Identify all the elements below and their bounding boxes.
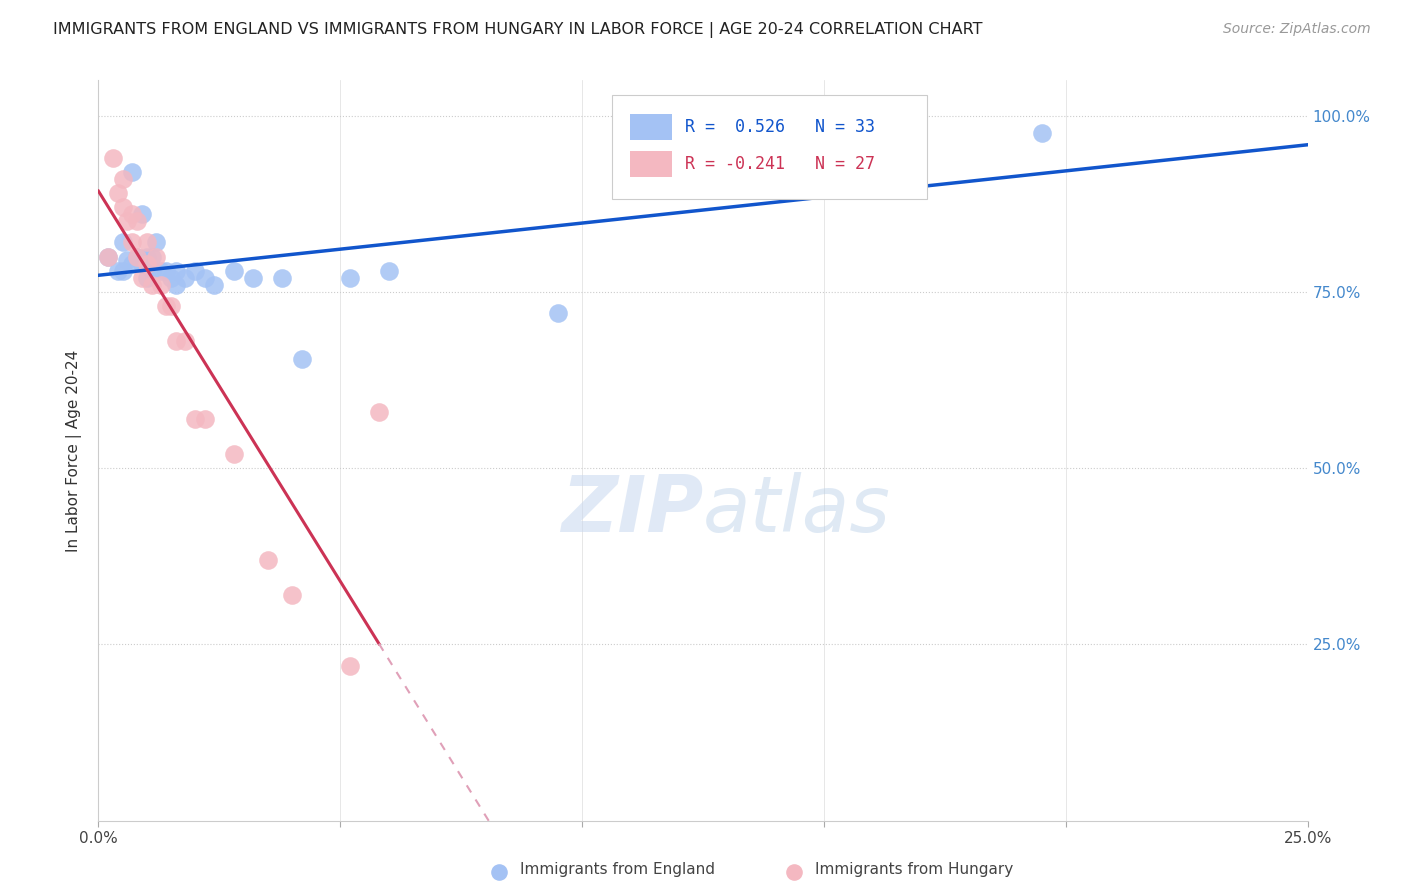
Point — [165, 277, 187, 292]
FancyBboxPatch shape — [613, 95, 927, 199]
Point — [97, 250, 120, 264]
Point — [131, 207, 153, 221]
Text: Immigrants from England: Immigrants from England — [520, 863, 716, 877]
Text: ZIP: ZIP — [561, 472, 703, 548]
Point — [97, 250, 120, 264]
Point — [155, 299, 177, 313]
Y-axis label: In Labor Force | Age 20-24: In Labor Force | Age 20-24 — [66, 350, 83, 551]
Text: Source: ZipAtlas.com: Source: ZipAtlas.com — [1223, 22, 1371, 37]
Point — [281, 588, 304, 602]
Point — [1031, 126, 1053, 140]
Point — [135, 250, 157, 264]
Text: Immigrants from Hungary: Immigrants from Hungary — [815, 863, 1014, 877]
Point — [174, 270, 197, 285]
Point — [121, 235, 143, 250]
Point — [135, 270, 157, 285]
Point — [194, 411, 217, 425]
Point — [141, 250, 163, 264]
Point — [368, 405, 391, 419]
Point — [117, 253, 139, 268]
Text: R =  0.526   N = 33: R = 0.526 N = 33 — [685, 118, 875, 136]
Point — [256, 553, 278, 567]
Point — [150, 263, 173, 277]
Point — [141, 263, 163, 277]
Point — [165, 263, 187, 277]
Point — [121, 207, 143, 221]
Point — [135, 235, 157, 250]
Text: atlas: atlas — [703, 472, 891, 548]
Point — [121, 165, 143, 179]
Point — [886, 126, 908, 140]
Point — [131, 257, 153, 271]
Point — [131, 270, 153, 285]
Point — [547, 306, 569, 320]
Point — [107, 186, 129, 200]
Point — [222, 263, 245, 277]
Point — [271, 270, 294, 285]
Text: IMMIGRANTS FROM ENGLAND VS IMMIGRANTS FROM HUNGARY IN LABOR FORCE | AGE 20-24 CO: IMMIGRANTS FROM ENGLAND VS IMMIGRANTS FR… — [53, 22, 983, 38]
Point — [117, 214, 139, 228]
Point — [111, 263, 134, 277]
Point — [184, 263, 207, 277]
FancyBboxPatch shape — [630, 152, 672, 177]
Text: R = -0.241   N = 27: R = -0.241 N = 27 — [685, 155, 875, 173]
Point — [174, 334, 197, 348]
Point — [222, 447, 245, 461]
Point — [339, 270, 361, 285]
Point — [111, 235, 134, 250]
Point — [127, 250, 149, 264]
Point — [111, 172, 134, 186]
Point — [155, 263, 177, 277]
Point — [145, 250, 167, 264]
Point — [150, 277, 173, 292]
Point — [101, 151, 124, 165]
FancyBboxPatch shape — [630, 114, 672, 139]
Point — [204, 277, 226, 292]
Point — [160, 270, 183, 285]
Point — [184, 411, 207, 425]
Point — [145, 235, 167, 250]
Point — [160, 299, 183, 313]
Point — [194, 270, 217, 285]
Point — [141, 277, 163, 292]
Point — [339, 658, 361, 673]
Point — [121, 257, 143, 271]
Point — [127, 214, 149, 228]
Point — [165, 334, 187, 348]
Point — [377, 263, 399, 277]
Point — [107, 263, 129, 277]
Point — [127, 250, 149, 264]
Point — [111, 200, 134, 214]
Point — [290, 351, 312, 366]
Point — [242, 270, 264, 285]
Point — [135, 257, 157, 271]
